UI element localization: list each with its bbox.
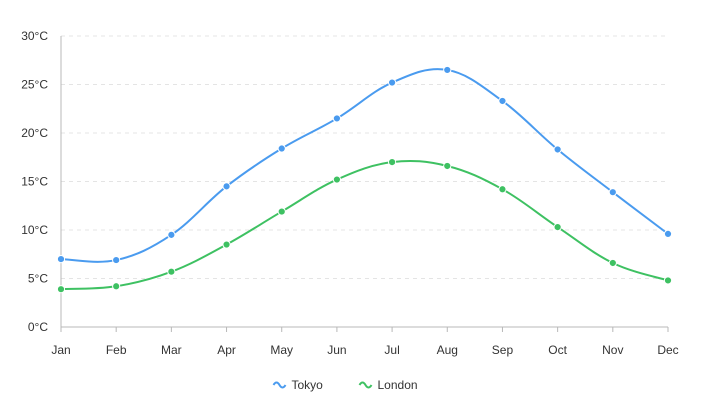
data-point-tokyo <box>167 230 176 239</box>
data-point-london <box>277 207 286 216</box>
y-tick-label: 0°C <box>28 320 48 334</box>
x-tick-label: Jul <box>384 343 399 357</box>
x-tick-label: Mar <box>161 343 182 357</box>
x-axis-labels: Jan Feb Mar Apr May Jun Jul Aug Sep Oct Nov Dec <box>51 343 678 357</box>
x-tick-label: Dec <box>657 343 678 357</box>
data-point-tokyo <box>112 255 121 265</box>
y-tick-label: 5°C <box>28 272 48 286</box>
axes <box>60 36 669 332</box>
y-tick-label: 15°C <box>21 175 48 189</box>
data-point-tokyo <box>443 65 452 75</box>
x-tick-label: Jan <box>51 343 70 357</box>
legend-swatch-icon <box>358 381 373 389</box>
data-point-tokyo <box>277 144 286 153</box>
y-tick-label: 25°C <box>21 78 48 92</box>
x-tick-label: Apr <box>217 343 236 357</box>
series-line-london <box>60 159 669 291</box>
series-line-tokyo <box>60 68 669 263</box>
x-tick-label: Aug <box>437 343 458 357</box>
data-point-london <box>443 161 452 171</box>
data-point-tokyo <box>553 145 562 154</box>
series-london <box>56 158 673 294</box>
data-point-tokyo <box>608 188 617 197</box>
grid-lines <box>61 35 668 279</box>
legend-item-tokyo[interactable]: Tokyo <box>272 378 324 392</box>
data-point-london <box>167 267 176 276</box>
data-point-london <box>332 175 342 184</box>
data-point-london <box>387 158 397 167</box>
legend[interactable]: Tokyo London <box>272 378 418 392</box>
x-tick-label: Oct <box>548 343 567 357</box>
data-point-london <box>112 282 121 291</box>
series-group <box>56 65 673 294</box>
series-tokyo <box>56 65 673 265</box>
x-tick-label: Nov <box>602 343 623 357</box>
data-point-tokyo <box>222 182 231 191</box>
data-point-london <box>56 285 66 294</box>
data-point-london <box>663 276 673 285</box>
data-point-tokyo <box>56 255 66 264</box>
x-tick-label: Sep <box>492 343 514 357</box>
data-point-tokyo <box>387 78 397 87</box>
x-tick-label: May <box>270 343 293 357</box>
data-point-london <box>498 185 507 194</box>
data-point-london <box>222 240 231 249</box>
legend-label: London <box>378 378 418 392</box>
x-tick-label: Feb <box>106 343 127 357</box>
legend-swatch-icon <box>272 381 287 389</box>
data-point-london <box>608 258 617 268</box>
data-point-tokyo <box>663 229 673 238</box>
y-tick-label: 10°C <box>21 223 48 237</box>
data-point-london <box>553 222 562 232</box>
legend-label: Tokyo <box>292 378 324 392</box>
y-tick-label: 30°C <box>21 29 48 43</box>
data-point-tokyo <box>332 114 342 123</box>
x-tick-label: Jun <box>327 343 346 357</box>
y-axis-labels: 0°C 5°C 10°C 15°C 20°C 25°C 30°C <box>21 29 48 334</box>
legend-item-london[interactable]: London <box>358 378 418 392</box>
y-tick-label: 20°C <box>21 126 48 140</box>
data-point-tokyo <box>498 96 507 106</box>
